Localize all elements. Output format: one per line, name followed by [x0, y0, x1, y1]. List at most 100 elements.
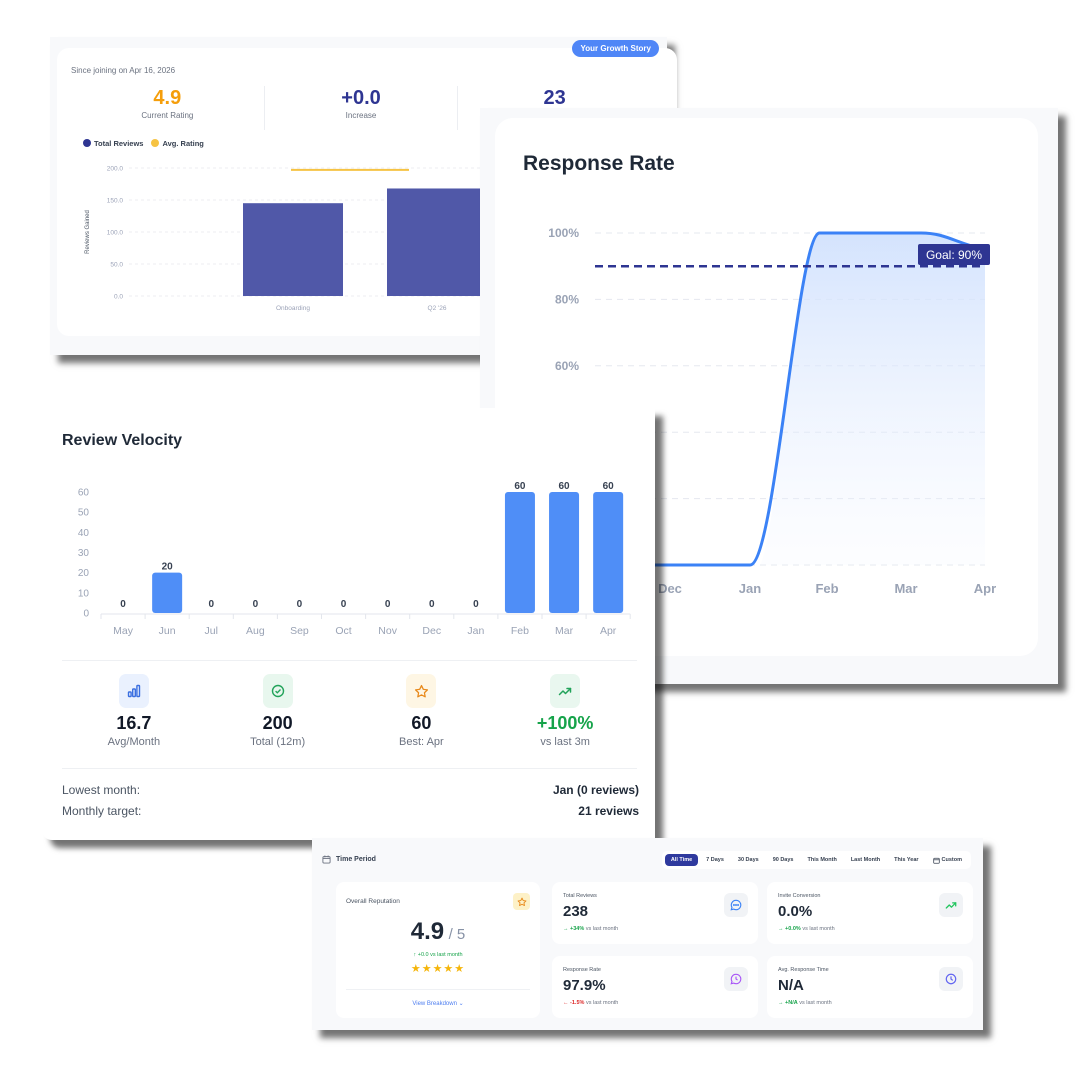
- tab-label: Custom: [941, 857, 962, 863]
- growth-stat-current-rating: 4.9 Current Rating: [71, 86, 265, 130]
- bar[interactable]: [549, 492, 580, 613]
- clock-icon: [939, 967, 963, 991]
- svg-text:200.0: 200.0: [107, 166, 124, 173]
- svg-text:Jul: Jul: [205, 625, 218, 637]
- metric-suffix: vs last month: [799, 1000, 832, 1006]
- svg-text:Mar: Mar: [894, 581, 917, 596]
- review-velocity-panel: Review Velocity 0 10 20 30 40 50 60 0 May 20 Jun 0 J…: [42, 408, 655, 840]
- stat-value: 23: [543, 87, 566, 109]
- stat-value: 60: [411, 713, 432, 733]
- metric-delta: +0.0%: [785, 926, 801, 932]
- velocity-stats: 16.7 Avg/Month 200 Total (12m) 60 Best: …: [62, 674, 637, 748]
- calendar-icon: [322, 855, 331, 864]
- stat-value: 4.9: [153, 87, 182, 109]
- svg-text:20: 20: [78, 568, 90, 579]
- metric-change: → +0.0% vs last month: [778, 926, 835, 932]
- overall-reputation-card: Overall Reputation 4.9 / 5 ↑ +0.0 vs las…: [336, 882, 540, 1018]
- stat-label: Increase: [345, 111, 377, 120]
- arrow-right-icon: →: [778, 926, 784, 932]
- tab-all-time[interactable]: All Time: [664, 854, 699, 866]
- row-value: 21 reviews: [578, 804, 639, 818]
- svg-text:50: 50: [78, 508, 90, 519]
- svg-text:30: 30: [78, 548, 90, 559]
- bar[interactable]: [152, 572, 183, 613]
- tab-this-year[interactable]: This Year: [894, 857, 919, 863]
- svg-text:60: 60: [514, 481, 526, 492]
- svg-text:Onboarding: Onboarding: [276, 305, 310, 312]
- time-period-text: Time Period: [336, 856, 376, 863]
- stat-value: +0.0: [341, 87, 381, 109]
- divider: [62, 768, 637, 769]
- growth-story-badge: Your Growth Story: [572, 40, 659, 57]
- tab-custom[interactable]: Custom: [927, 854, 968, 867]
- arrow-right-icon: →: [563, 926, 569, 932]
- stat-vs-last-3m: +100% vs last 3m: [493, 674, 637, 748]
- svg-text:Dec: Dec: [658, 581, 682, 596]
- metric-change: ← -1.5% vs last month: [563, 1000, 618, 1006]
- growth-stat-increase: +0.0 Increase: [265, 86, 459, 130]
- arrow-right-icon: →: [778, 1000, 784, 1006]
- review-velocity-title: Review Velocity: [62, 432, 183, 449]
- stat-label: Current Rating: [141, 111, 194, 120]
- review-velocity-bar-chart: 0 10 20 30 40 50 60 0 May 20 Jun 0 Jul 0 Aug 0 Sep 0 Oct 0 N…: [78, 481, 631, 637]
- tab-this-month[interactable]: This Month: [807, 857, 837, 863]
- svg-text:150.0: 150.0: [107, 198, 124, 205]
- metric-value: 97.9%: [563, 977, 606, 994]
- metric-card-response-rate: Response Rate 97.9% ← -1.5% vs last mont…: [552, 956, 758, 1018]
- svg-text:100%: 100%: [548, 226, 579, 240]
- reputation-change: ↑ +0.0 vs last month: [413, 952, 463, 958]
- metric-suffix: vs last month: [585, 1000, 619, 1006]
- metric-suffix: vs last month: [585, 926, 619, 932]
- view-breakdown-link[interactable]: View Breakdown ⌄: [412, 1001, 464, 1007]
- trending-up-icon: [939, 893, 963, 917]
- svg-text:60: 60: [78, 488, 90, 499]
- bar[interactable]: [593, 492, 624, 613]
- tab-7-days[interactable]: 7 Days: [706, 857, 724, 863]
- legend-item-avg-rating[interactable]: Avg. Rating: [151, 139, 204, 148]
- svg-text:10: 10: [78, 588, 90, 599]
- svg-text:0: 0: [341, 599, 347, 610]
- stat-value: 200: [262, 713, 293, 733]
- response-rate-area-chart: 60% 80% 100% Goal: 90% Dec Jan Feb Mar Apr: [548, 226, 996, 596]
- tab-last-month[interactable]: Last Month: [850, 857, 881, 863]
- svg-text:0.0: 0.0: [114, 294, 123, 301]
- svg-text:Aug: Aug: [246, 625, 265, 637]
- svg-text:May: May: [113, 625, 134, 637]
- svg-text:0: 0: [473, 599, 479, 610]
- tab-90-days[interactable]: 90 Days: [772, 857, 794, 863]
- bar[interactable]: [243, 203, 343, 296]
- legend-item-total-reviews[interactable]: Total Reviews: [83, 139, 143, 148]
- stat-value: +100%: [536, 713, 594, 733]
- reputation-value: 4.9: [410, 918, 445, 945]
- time-period-tabs: All Time 7 Days 30 Days 90 Days This Mon…: [661, 851, 971, 869]
- svg-text:50.0: 50.0: [110, 262, 123, 269]
- row-key: Lowest month:: [62, 783, 141, 797]
- message-icon: [724, 893, 748, 917]
- bar[interactable]: [504, 492, 535, 613]
- svg-text:0: 0: [83, 609, 89, 620]
- stat-label: Total (12m): [250, 736, 306, 748]
- stat-avg-month: 16.7 Avg/Month: [62, 674, 206, 748]
- reputation-score: 4.9 / 5: [336, 918, 540, 946]
- card-title: Overall Reputation: [346, 898, 400, 905]
- growth-stat-reviews: 23: [458, 86, 651, 130]
- reputation-denominator: / 5: [448, 926, 466, 943]
- metric-change: → +34% vs last month: [563, 926, 618, 932]
- dashboard-summary-panel: Time Period All Time 7 Days 30 Days 90 D…: [312, 838, 983, 1030]
- calendar-icon: [932, 857, 940, 864]
- trending-up-icon: [550, 674, 581, 708]
- svg-text:Jan: Jan: [739, 581, 761, 596]
- svg-text:0: 0: [208, 599, 214, 610]
- bar-chart-icon: [118, 674, 149, 708]
- metric-suffix: vs last month: [802, 926, 835, 932]
- svg-text:0: 0: [120, 599, 126, 610]
- tab-30-days[interactable]: 30 Days: [737, 857, 759, 863]
- bar[interactable]: [387, 188, 487, 296]
- svg-text:Jun: Jun: [159, 625, 176, 637]
- svg-text:100.0: 100.0: [107, 230, 124, 237]
- svg-text:60: 60: [603, 481, 615, 492]
- metric-title: Invite Conversion: [778, 893, 821, 899]
- svg-text:Q2 '26: Q2 '26: [428, 305, 447, 312]
- row-key: Monthly target:: [62, 804, 142, 818]
- stat-label: Best: Apr: [399, 736, 444, 748]
